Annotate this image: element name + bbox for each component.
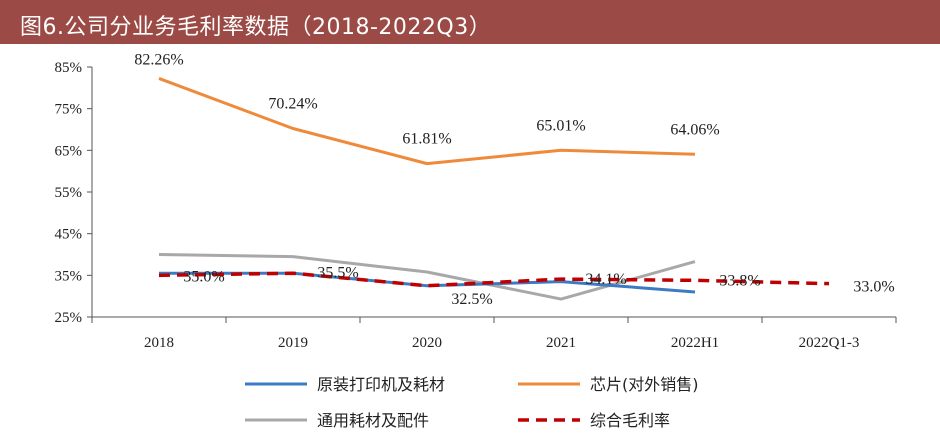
data-label-overall: 35.5% <box>317 264 358 281</box>
legend-label-chip: 芯片(对外销售) <box>590 375 699 394</box>
y-tick-label: 25% <box>55 310 83 326</box>
data-label-overall: 32.5% <box>451 291 492 308</box>
chart-series <box>158 77 830 301</box>
y-tick-label: 75% <box>55 102 83 118</box>
x-tick-label: 2022Q1-3 <box>799 335 860 351</box>
data-label-overall: 34.1% <box>585 271 626 288</box>
chart-legend: 原装打印机及耗材 芯片(对外销售) 通用耗材及配件 综合毛利率 <box>245 375 699 430</box>
chart-axes: 25% 35% 45% 55% 65% 75% 85% 2018 2019 2020 2021 202… <box>55 60 897 351</box>
y-tick-label: 35% <box>55 268 83 284</box>
legend-label-original: 原装打印机及耗材 <box>317 375 445 394</box>
chart-data-labels: 82.26% 70.24% 61.81% 65.01% 64.06% 35.0% 35.5%… <box>134 51 894 307</box>
series-line-overall <box>158 271 830 288</box>
y-tick-label: 45% <box>55 227 83 243</box>
line-chart: 25% 35% 45% 55% 65% 75% 85% 2018 2019 2020 2021 202… <box>55 51 897 430</box>
data-label-chip: 64.06% <box>670 121 719 138</box>
series-line-original <box>159 271 696 294</box>
legend-label-overall: 综合毛利率 <box>590 411 670 430</box>
y-tick-label: 55% <box>55 185 83 201</box>
y-tick-label: 65% <box>55 143 83 159</box>
data-label-overall: 35.0% <box>183 268 224 285</box>
x-tick-label: 2021 <box>546 335 576 351</box>
data-label-chip: 82.26% <box>134 51 183 68</box>
series-line-general <box>158 253 696 301</box>
x-tick-label: 2018 <box>144 335 174 351</box>
y-tick-label: 85% <box>55 60 83 76</box>
data-label-overall: 33.0% <box>853 279 894 296</box>
data-label-chip: 70.24% <box>268 96 317 113</box>
x-tick-label: 2019 <box>278 335 308 351</box>
series-line-chip <box>158 77 696 166</box>
data-label-chip: 61.81% <box>402 131 451 148</box>
data-label-overall: 33.8% <box>719 272 760 289</box>
x-tick-label: 2022H1 <box>671 335 719 351</box>
legend-label-general: 通用耗材及配件 <box>317 411 429 430</box>
chart-title: 图6.公司分业务毛利率数据（2018-2022Q3） <box>20 15 492 40</box>
data-label-chip: 65.01% <box>536 117 585 134</box>
x-tick-label: 2020 <box>412 335 442 351</box>
title-bar: 图6.公司分业务毛利率数据（2018-2022Q3） <box>0 0 940 44</box>
